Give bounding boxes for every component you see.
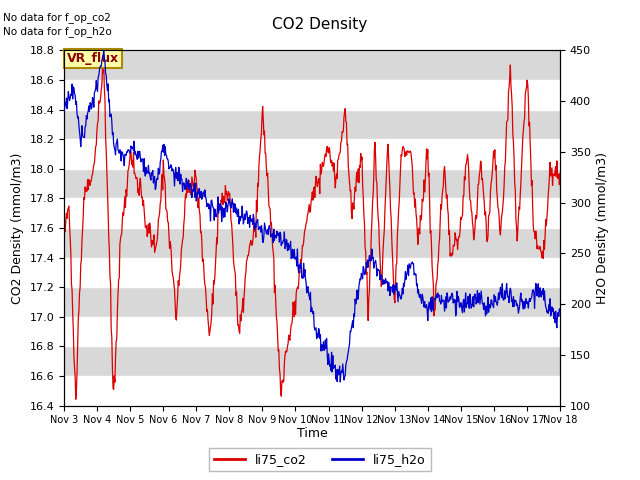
Bar — [64, 198, 560, 228]
Bar — [64, 258, 560, 287]
Bar — [64, 376, 560, 406]
Legend: li75_co2, li75_h2o: li75_co2, li75_h2o — [209, 448, 431, 471]
Text: No data for f_op_co2: No data for f_op_co2 — [3, 12, 111, 23]
Y-axis label: CO2 Density (mmol/m3): CO2 Density (mmol/m3) — [11, 152, 24, 304]
Bar — [64, 139, 560, 169]
Y-axis label: H2O Density (mmol/m3): H2O Density (mmol/m3) — [596, 152, 609, 304]
Bar — [64, 80, 560, 109]
Bar — [64, 317, 560, 347]
X-axis label: Time: Time — [296, 427, 328, 440]
Text: VR_flux: VR_flux — [67, 52, 119, 65]
Text: No data for f_op_h2o: No data for f_op_h2o — [3, 26, 112, 37]
Text: CO2 Density: CO2 Density — [273, 17, 367, 32]
